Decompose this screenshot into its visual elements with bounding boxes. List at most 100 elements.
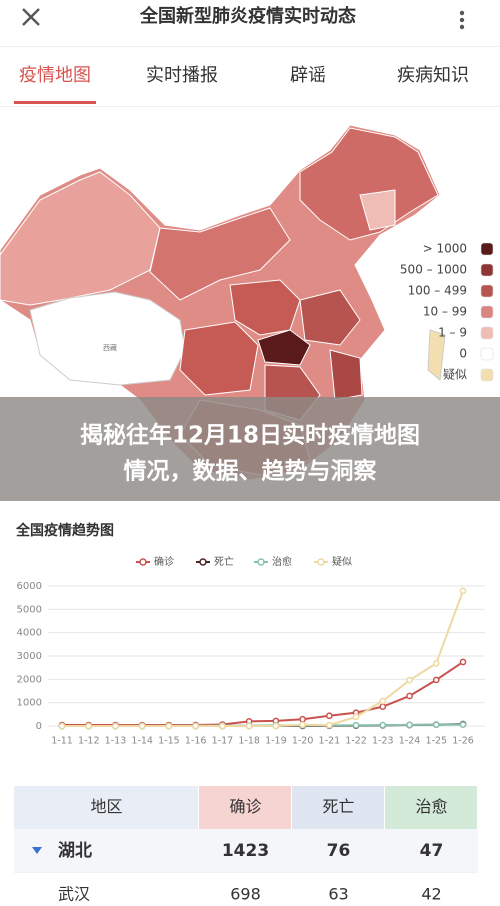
tab[interactable]: 实时播报 (146, 65, 218, 86)
legend-swatch (480, 326, 494, 340)
data-point (325, 712, 333, 720)
chart-panel (0, 501, 500, 786)
x-tick-label: 1-11 (51, 736, 73, 747)
map-place-label: 西藏 (103, 343, 117, 352)
legend-dot (139, 558, 147, 566)
x-tick-label: 1-14 (131, 736, 153, 747)
table-header-cell (292, 786, 384, 829)
legend-label: > 1000 (423, 242, 467, 256)
data-point (379, 721, 387, 729)
data-point (219, 722, 226, 730)
y-tick-label: 6000 (17, 581, 42, 592)
data-point (138, 722, 146, 730)
data-point (165, 722, 173, 730)
y-tick-label: 0 (36, 721, 42, 732)
data-point (352, 713, 360, 721)
table-header-text: 死亡 (322, 797, 354, 816)
table-header-text: 治愈 (415, 797, 447, 816)
legend-label: 疑似 (443, 367, 467, 382)
legend-label: 疑似 (332, 556, 352, 568)
tab[interactable]: 疾病知识 (397, 65, 469, 86)
x-tick-label: 1-25 (425, 736, 447, 747)
x-tick-label: 1-21 (319, 736, 341, 747)
data-point (459, 721, 467, 728)
table-number: 1423 (222, 841, 269, 861)
legend-swatch (480, 242, 494, 256)
table-number: 42 (421, 885, 441, 904)
tab[interactable]: 疫情地图 (19, 65, 91, 86)
data-point (112, 722, 119, 730)
y-tick-label: 4000 (17, 628, 42, 639)
region-name: 武汉 (58, 885, 90, 904)
table-number: 76 (327, 841, 351, 861)
data-point (379, 697, 387, 705)
data-point (432, 676, 440, 684)
table-number: 698 (230, 885, 261, 904)
table-number: 47 (420, 841, 444, 861)
x-tick-label: 1-16 (185, 736, 207, 747)
legend-label: 0 (459, 347, 467, 361)
table-row (14, 829, 478, 873)
x-tick-label: 1-24 (399, 736, 421, 747)
legend-dot (199, 558, 207, 566)
divider (0, 106, 500, 107)
region-name[interactable]: 湖北 (58, 841, 92, 861)
data-point (406, 721, 413, 729)
divider (0, 46, 500, 47)
data-point (432, 721, 440, 729)
x-tick-label: 1-17 (212, 736, 234, 747)
x-tick-label: 1-23 (372, 736, 394, 747)
legend-dot (257, 558, 265, 566)
legend-dot (317, 558, 325, 566)
legend-label: 500 – 1000 (400, 263, 467, 277)
top-bar (0, 0, 500, 46)
x-tick-label: 1-22 (345, 736, 367, 747)
legend-swatch (480, 263, 494, 277)
data-point (352, 721, 360, 729)
table-header-text: 确诊 (229, 797, 261, 816)
table-header-cell (199, 786, 291, 829)
table-header-cell (385, 786, 477, 829)
legend-label: 死亡 (214, 555, 234, 568)
data-point (379, 703, 387, 710)
x-tick-label: 1-12 (78, 736, 100, 747)
data-point (325, 721, 333, 729)
x-tick-label: 1-19 (265, 736, 287, 747)
x-tick-label: 1-20 (292, 736, 314, 747)
y-tick-label: 3000 (17, 651, 42, 662)
table-row (14, 873, 478, 906)
data-point (58, 722, 66, 730)
legend-label: 100 – 499 (408, 284, 467, 298)
legend-swatch (480, 368, 494, 382)
y-tick-label: 2000 (17, 674, 42, 685)
data-point (406, 692, 413, 700)
chart-title: 全国疫情趋势图 (15, 522, 114, 539)
x-tick-label: 1-15 (158, 736, 180, 747)
legend-swatch (480, 347, 494, 361)
y-tick-label: 1000 (17, 698, 42, 709)
tab[interactable]: 辟谣 (290, 65, 326, 86)
x-tick-label: 1-18 (238, 736, 260, 747)
data-point (432, 660, 440, 667)
y-tick-label: 5000 (17, 604, 42, 615)
more-icon[interactable] (459, 10, 465, 30)
data-point (192, 722, 200, 730)
legend-swatch (480, 284, 494, 298)
overlay-title: 情况，数据、趋势与洞察 (124, 458, 378, 485)
legend-swatch (480, 305, 494, 319)
expand-arrow[interactable] (32, 847, 42, 854)
data-point (85, 722, 93, 730)
data-point (299, 715, 306, 723)
page-title: 全国新型肺炎疫情实时动态 (139, 5, 356, 27)
table-header-cell (14, 786, 198, 829)
x-tick-label: 1-26 (452, 736, 474, 747)
table-number: 63 (328, 885, 348, 904)
legend-label: 治愈 (272, 555, 292, 568)
series-line (62, 590, 464, 727)
data-point (272, 722, 280, 730)
legend-label: 确诊 (154, 555, 174, 568)
overlay-title: 揭秘往年12月18日实时疫情地图 (80, 422, 420, 449)
close-icon[interactable] (22, 8, 40, 26)
legend-label: 10 – 99 (423, 305, 467, 319)
